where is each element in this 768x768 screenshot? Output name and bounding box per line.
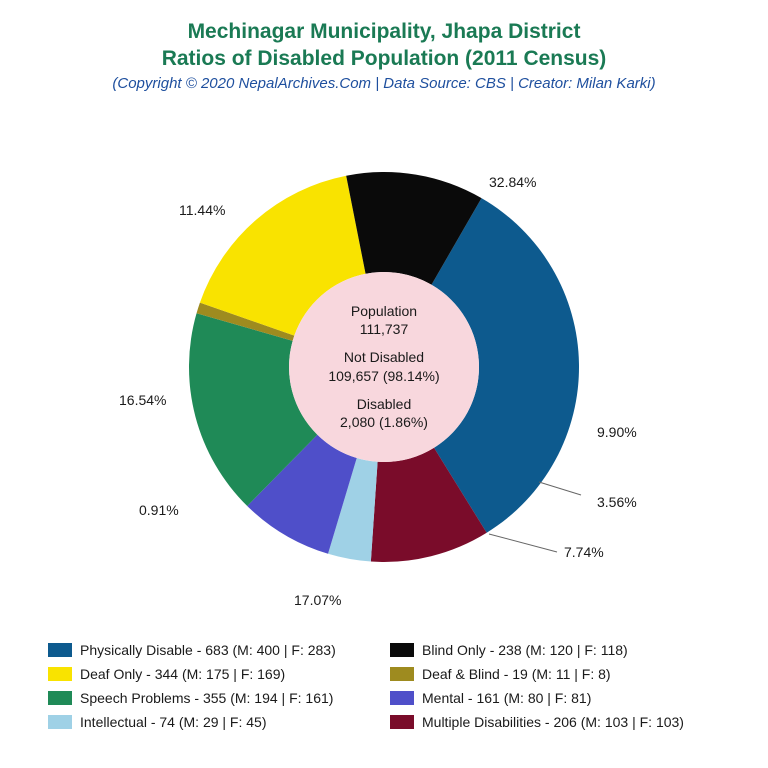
legend-swatch [48, 667, 72, 681]
population-value: 111,737 [351, 320, 417, 338]
legend-item: Speech Problems - 355 (M: 194 | F: 161) [48, 690, 378, 706]
slice-label-multiple: 9.90% [597, 424, 637, 440]
legend-item: Mental - 161 (M: 80 | F: 81) [390, 690, 720, 706]
legend: Physically Disable - 683 (M: 400 | F: 28… [48, 642, 720, 730]
legend-swatch [48, 715, 72, 729]
legend-text: Deaf Only - 344 (M: 175 | F: 169) [80, 666, 285, 682]
legend-text: Intellectual - 74 (M: 29 | F: 45) [80, 714, 267, 730]
legend-item: Deaf & Blind - 19 (M: 11 | F: 8) [390, 666, 720, 682]
legend-item: Multiple Disabilities - 206 (M: 103 | F:… [390, 714, 720, 730]
not-disabled-block: Not Disabled 109,657 (98.14%) [328, 348, 439, 384]
slice-label-physically: 32.84% [489, 174, 536, 190]
chart-title: Mechinagar Municipality, Jhapa District … [162, 18, 607, 73]
slice-label-mental: 7.74% [564, 544, 604, 560]
slice-label-deaf: 16.54% [119, 392, 166, 408]
legend-swatch [48, 643, 72, 657]
legend-text: Deaf & Blind - 19 (M: 11 | F: 8) [422, 666, 611, 682]
legend-item: Physically Disable - 683 (M: 400 | F: 28… [48, 642, 378, 658]
center-summary: Population 111,737 Not Disabled 109,657 … [289, 272, 479, 462]
legend-item: Blind Only - 238 (M: 120 | F: 118) [390, 642, 720, 658]
legend-item: Deaf Only - 344 (M: 175 | F: 169) [48, 666, 378, 682]
legend-text: Speech Problems - 355 (M: 194 | F: 161) [80, 690, 333, 706]
legend-text: Multiple Disabilities - 206 (M: 103 | F:… [422, 714, 684, 730]
legend-swatch [390, 715, 414, 729]
legend-swatch [48, 691, 72, 705]
population-block: Population 111,737 [351, 302, 417, 338]
legend-item: Intellectual - 74 (M: 29 | F: 45) [48, 714, 378, 730]
title-line-2: Ratios of Disabled Population (2011 Cens… [162, 45, 607, 72]
not-disabled-value: 109,657 (98.14%) [328, 367, 439, 385]
population-label: Population [351, 302, 417, 320]
disabled-label: Disabled [340, 395, 428, 413]
legend-swatch [390, 667, 414, 681]
disabled-block: Disabled 2,080 (1.86%) [340, 395, 428, 431]
slice-label-speech: 17.07% [294, 592, 341, 608]
legend-swatch [390, 643, 414, 657]
slice-label-intellect: 3.56% [597, 494, 637, 510]
legend-swatch [390, 691, 414, 705]
not-disabled-label: Not Disabled [328, 348, 439, 366]
donut-chart: Population 111,737 Not Disabled 109,657 … [119, 102, 649, 632]
legend-text: Mental - 161 (M: 80 | F: 81) [422, 690, 591, 706]
slice-label-deafblind: 0.91% [139, 502, 179, 518]
disabled-value: 2,080 (1.86%) [340, 413, 428, 431]
legend-text: Blind Only - 238 (M: 120 | F: 118) [422, 642, 628, 658]
chart-subtitle: (Copyright © 2020 NepalArchives.Com | Da… [112, 75, 655, 92]
legend-text: Physically Disable - 683 (M: 400 | F: 28… [80, 642, 336, 658]
slice-label-blind: 11.44% [179, 202, 225, 218]
title-line-1: Mechinagar Municipality, Jhapa District [162, 18, 607, 45]
